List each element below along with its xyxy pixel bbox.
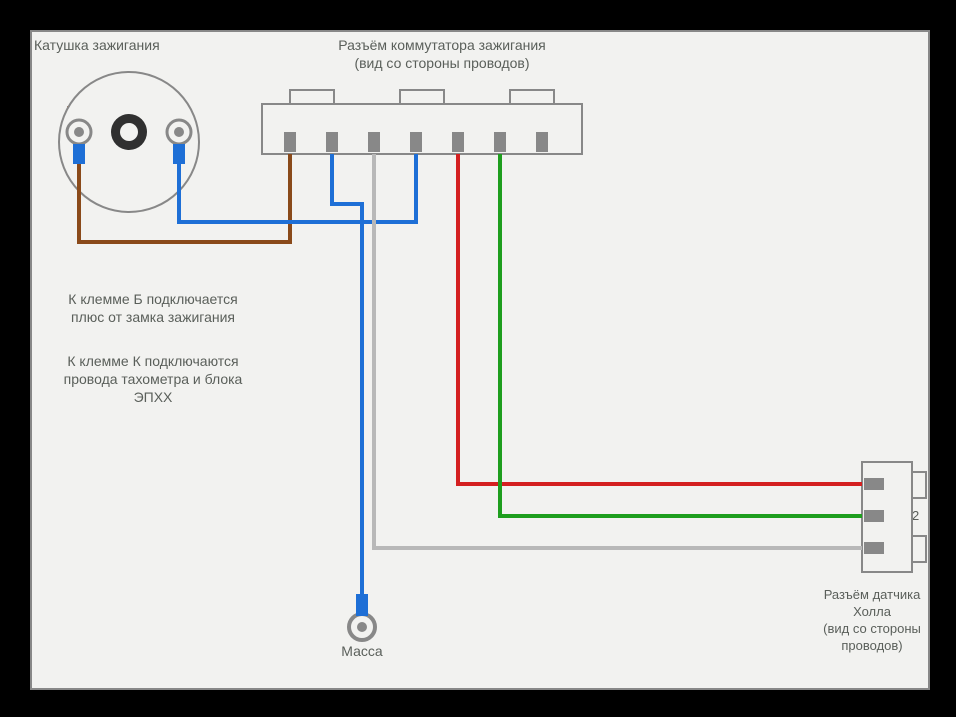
wiring-svg: [32, 32, 932, 692]
wire-gray-hall3: [374, 154, 862, 548]
diagram-frame: Катушка зажигания Разъём коммутатора заж…: [30, 30, 930, 690]
wire-red: [458, 154, 862, 484]
wire-green: [500, 154, 862, 516]
ground-terminal: [349, 594, 375, 640]
commutator-connector: [262, 90, 582, 154]
wire-blue-coil: [179, 154, 416, 222]
hall-connector: [862, 462, 926, 572]
